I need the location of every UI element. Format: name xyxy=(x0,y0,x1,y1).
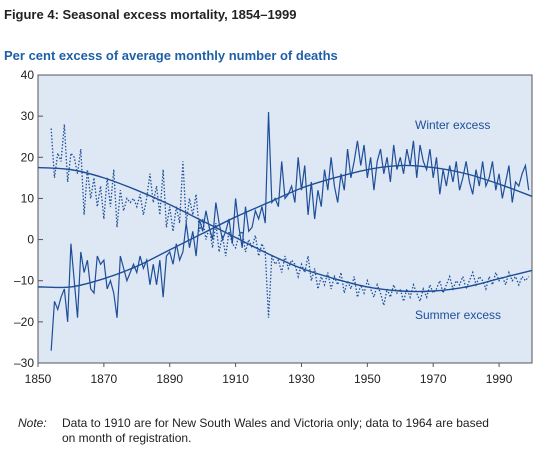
y-tick-label: 40 xyxy=(21,68,35,82)
y-tick-label: 20 xyxy=(21,150,35,164)
chart-subtitle: Per cent excess of average monthly numbe… xyxy=(4,48,338,63)
note-label: Note: xyxy=(18,416,47,430)
x-tick-label: 1890 xyxy=(156,372,183,386)
x-tick-label: 1870 xyxy=(91,372,118,386)
y-tick-label: 0 xyxy=(27,233,34,247)
plot-area xyxy=(37,74,533,364)
y-tick-label: –30 xyxy=(14,356,34,370)
x-tick-label: 1850 xyxy=(25,372,52,386)
series-line xyxy=(37,164,533,289)
note-text: on month of registration. xyxy=(62,431,191,445)
series-label: Summer excess xyxy=(415,308,501,322)
x-tick-label: 1910 xyxy=(222,372,249,386)
x-tick-label: 1990 xyxy=(486,372,513,386)
x-tick-label: 1950 xyxy=(354,372,381,386)
note-text: Data to 1910 are for New South Wales and… xyxy=(62,416,489,430)
y-tick-label: 10 xyxy=(21,191,35,205)
x-tick-label: 1970 xyxy=(420,372,447,386)
x-tick-label: 1930 xyxy=(288,372,315,386)
chart-title: Figure 4: Seasonal excess mortality, 185… xyxy=(4,7,296,22)
series-line xyxy=(50,124,530,318)
y-tick-label: –20 xyxy=(14,315,34,329)
y-tick-label: 30 xyxy=(21,109,35,123)
series-line xyxy=(37,166,533,293)
series-label: Winter excess xyxy=(415,118,490,132)
y-tick-label: –10 xyxy=(14,274,34,288)
series-line xyxy=(50,112,530,351)
